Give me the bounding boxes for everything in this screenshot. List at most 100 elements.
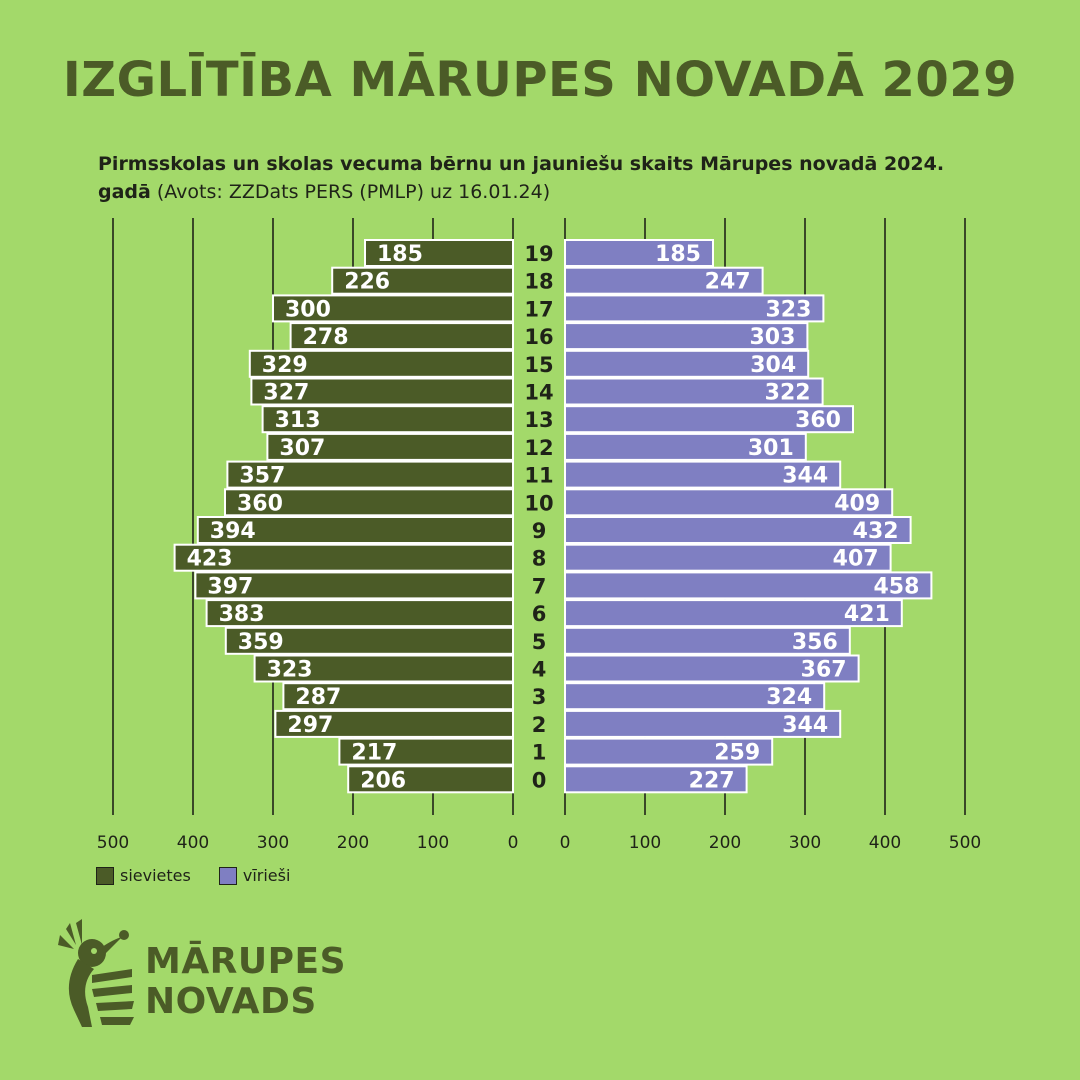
data-label-male: 322 bbox=[765, 381, 811, 406]
data-label-female: 383 bbox=[219, 602, 265, 627]
tick-label-left: 400 bbox=[177, 833, 209, 853]
bar-male bbox=[564, 682, 826, 711]
bar-female bbox=[173, 543, 514, 572]
bar-female bbox=[253, 654, 514, 683]
bar-female bbox=[248, 349, 515, 378]
data-label-female: 327 bbox=[263, 381, 309, 406]
data-label-female: 287 bbox=[295, 685, 341, 710]
age-label: 15 bbox=[524, 353, 553, 377]
data-label-female: 278 bbox=[303, 325, 349, 350]
bar-male bbox=[564, 737, 774, 766]
bar-male bbox=[564, 709, 842, 738]
subtitle-source: (Avots: ZZDats PERS (PMLP) uz 16.01.24) bbox=[150, 181, 551, 203]
age-label: 4 bbox=[532, 658, 547, 682]
data-label-female: 359 bbox=[238, 630, 284, 655]
age-label: 13 bbox=[524, 408, 553, 432]
tick-label-right: 300 bbox=[789, 833, 821, 853]
age-label: 11 bbox=[524, 464, 553, 488]
tick-label-left: 500 bbox=[97, 833, 129, 853]
legend-swatch-female bbox=[96, 866, 114, 885]
age-label: 10 bbox=[524, 491, 553, 515]
tick-label-left: 100 bbox=[417, 833, 449, 853]
age-label: 17 bbox=[524, 297, 553, 321]
data-label-female: 297 bbox=[287, 713, 333, 738]
data-label-female: 329 bbox=[262, 353, 308, 378]
bar-male bbox=[564, 626, 851, 655]
data-label-female: 185 bbox=[377, 242, 423, 267]
tick-label-left: 0 bbox=[508, 833, 519, 853]
subtitle-main: Pirmsskolas un skolas vecuma bērnu un ja… bbox=[98, 153, 945, 203]
bar-female bbox=[331, 266, 515, 295]
age-label: 5 bbox=[532, 630, 547, 654]
bar-female bbox=[194, 571, 514, 600]
data-label-male: 185 bbox=[655, 242, 701, 267]
bar-male bbox=[564, 543, 892, 572]
age-label: 3 bbox=[532, 685, 547, 709]
legend-label-female: sievietes bbox=[120, 866, 191, 885]
data-label-male: 409 bbox=[834, 491, 880, 516]
tick-label-right: 0 bbox=[560, 833, 571, 853]
bar-female bbox=[224, 488, 514, 517]
data-label-female: 397 bbox=[207, 574, 253, 599]
tick-label-right: 200 bbox=[709, 833, 741, 853]
age-label: 1 bbox=[532, 741, 547, 765]
data-label-male: 303 bbox=[749, 325, 795, 350]
bar-female bbox=[289, 322, 514, 351]
data-label-female: 323 bbox=[267, 658, 313, 683]
bar-female bbox=[261, 405, 514, 434]
bar-female bbox=[250, 377, 514, 406]
bar-female bbox=[266, 432, 514, 461]
brand-wordmark: MĀRUPES NOVADS bbox=[145, 942, 346, 1022]
data-label-female: 226 bbox=[344, 270, 390, 295]
age-label: 7 bbox=[532, 574, 547, 598]
bars bbox=[173, 239, 933, 794]
age-label: 6 bbox=[532, 602, 547, 626]
hoopoe-bird-icon bbox=[58, 919, 134, 1027]
age-label: 9 bbox=[532, 519, 547, 543]
tick-label-right: 400 bbox=[869, 833, 901, 853]
legend-swatch-male bbox=[218, 866, 237, 885]
legend-item-female: sievietes bbox=[96, 866, 191, 885]
bar-female bbox=[196, 516, 515, 544]
age-label: 18 bbox=[524, 270, 553, 294]
bar-male bbox=[564, 460, 842, 489]
age-label: 2 bbox=[532, 713, 547, 737]
bar-male bbox=[564, 294, 825, 323]
bar-male bbox=[564, 266, 764, 295]
tick-label-left: 200 bbox=[337, 833, 369, 853]
bar-female bbox=[282, 682, 514, 711]
bar-male bbox=[564, 349, 810, 378]
data-label-female: 313 bbox=[275, 408, 321, 433]
data-label-male: 323 bbox=[765, 297, 811, 322]
bar-male bbox=[564, 571, 933, 600]
age-label: 14 bbox=[524, 381, 553, 405]
data-label-male: 344 bbox=[782, 713, 828, 738]
bar-male bbox=[564, 488, 894, 517]
bar-male bbox=[564, 322, 809, 351]
bar-male bbox=[564, 405, 854, 434]
tick-label-right: 500 bbox=[949, 833, 981, 853]
bar-female bbox=[274, 709, 514, 738]
data-label-male: 458 bbox=[873, 574, 919, 599]
data-label-female: 307 bbox=[279, 436, 325, 461]
tick-label-right: 100 bbox=[629, 833, 661, 853]
bar-female bbox=[224, 626, 515, 655]
data-label-female: 423 bbox=[187, 547, 233, 572]
legend: sievietes vīrieši bbox=[96, 866, 312, 885]
data-label-male: 421 bbox=[844, 602, 890, 627]
data-label-male: 356 bbox=[792, 630, 838, 655]
data-label-male: 259 bbox=[714, 741, 760, 766]
data-label-male: 227 bbox=[689, 768, 735, 793]
data-label-male: 247 bbox=[705, 270, 751, 295]
data-label-male: 301 bbox=[748, 436, 794, 461]
data-label-male: 432 bbox=[853, 519, 899, 544]
bar-female bbox=[272, 294, 514, 323]
age-label: 19 bbox=[524, 242, 553, 266]
age-label: 12 bbox=[524, 436, 553, 460]
data-label-male: 304 bbox=[750, 353, 796, 378]
data-label-female: 394 bbox=[210, 519, 256, 544]
data-label-male: 324 bbox=[766, 685, 812, 710]
age-label: 16 bbox=[524, 325, 553, 349]
